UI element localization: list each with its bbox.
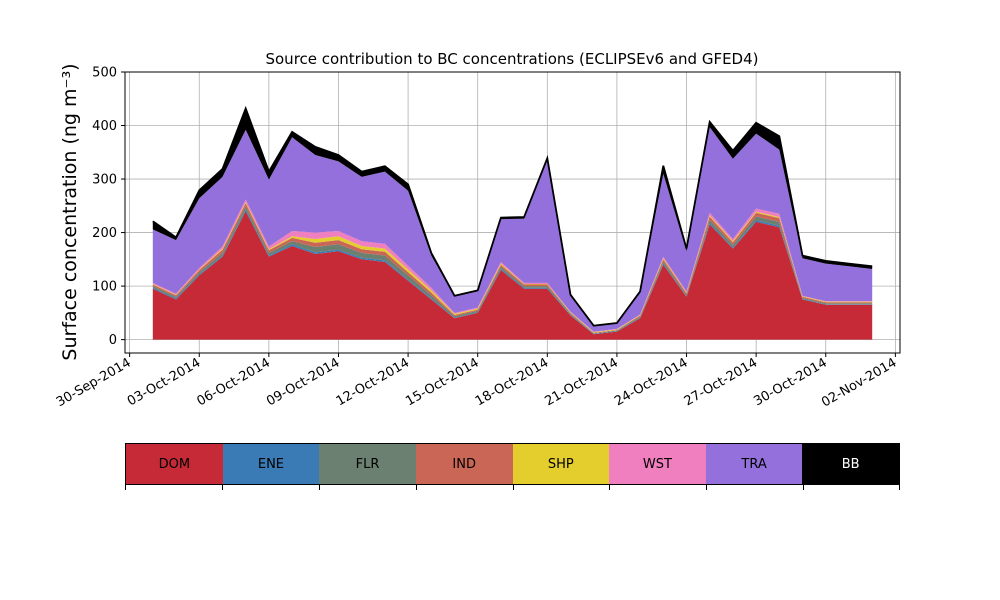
chart-title: Source contribution to BC concentrations… bbox=[265, 50, 758, 68]
total-outline bbox=[152, 105, 873, 327]
x-tick-label: 09-Oct-2014 bbox=[264, 355, 342, 409]
legend-item-ene: ENE bbox=[222, 444, 320, 484]
legend-item-shp: SHP bbox=[512, 444, 610, 484]
legend-item-tra: TRA bbox=[705, 444, 803, 484]
y-tick-label: 200 bbox=[92, 226, 117, 241]
legend-item-bb: BB bbox=[802, 444, 899, 484]
x-tick-label: 21-Oct-2014 bbox=[543, 355, 621, 409]
x-tick-label: 12-Oct-2014 bbox=[334, 355, 412, 409]
y-tick-label: 0 bbox=[109, 333, 117, 348]
legend-tick bbox=[512, 485, 514, 490]
legend-item-dom: DOM bbox=[126, 444, 223, 484]
area-dom bbox=[152, 211, 873, 340]
plot-frame bbox=[124, 71, 901, 354]
x-tick-label: 27-Oct-2014 bbox=[682, 355, 760, 409]
area-wst bbox=[152, 199, 873, 333]
y-axis-label: Surface concentration (ng m⁻³) bbox=[59, 63, 81, 360]
legend-tick bbox=[221, 485, 223, 490]
stacked-areas bbox=[152, 105, 873, 340]
legend-ticks bbox=[125, 485, 900, 491]
area-tra bbox=[152, 127, 873, 332]
legend-colorbar: DOM ENE FLR IND SHP WST TRA BB bbox=[125, 443, 900, 485]
legend-item-wst: WST bbox=[609, 444, 706, 484]
y-axis: 0 100 200 300 400 500 bbox=[92, 66, 125, 348]
x-tick-label: 02-Nov-2014 bbox=[819, 355, 899, 410]
legend-tick bbox=[415, 485, 417, 490]
legend-tick bbox=[609, 485, 611, 490]
legend-tick bbox=[803, 485, 805, 490]
legend-tick bbox=[318, 485, 320, 490]
x-tick-label: 30-Sep-2014 bbox=[54, 355, 134, 410]
y-tick-label: 300 bbox=[92, 173, 117, 188]
legend-item-flr: FLR bbox=[319, 444, 416, 484]
x-tick-label: 18-Oct-2014 bbox=[473, 355, 551, 409]
y-tick-label: 400 bbox=[92, 119, 117, 134]
x-tick-label: 06-Oct-2014 bbox=[194, 355, 272, 409]
legend-tick bbox=[899, 485, 900, 490]
x-tick-label: 03-Oct-2014 bbox=[125, 355, 203, 409]
x-axis: 30-Sep-201403-Oct-201406-Oct-201409-Oct-… bbox=[54, 353, 899, 410]
x-tick-label: 24-Oct-2014 bbox=[612, 355, 690, 409]
y-tick-label: 100 bbox=[92, 280, 117, 295]
legend-tick bbox=[706, 485, 708, 490]
x-tick-label: 15-Oct-2014 bbox=[403, 355, 481, 409]
y-tick-label: 500 bbox=[92, 66, 117, 81]
x-tick-label: 30-Oct-2014 bbox=[751, 355, 829, 409]
legend-item-ind: IND bbox=[415, 444, 513, 484]
legend-tick bbox=[125, 485, 126, 490]
